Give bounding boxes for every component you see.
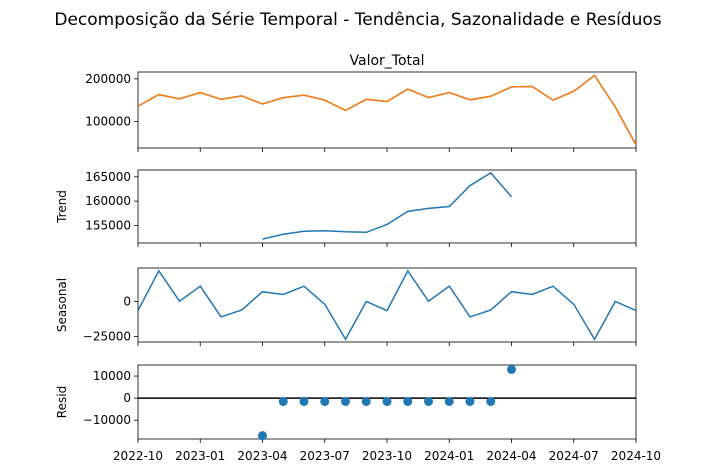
plot-area [138, 74, 636, 146]
panel-trend: 155000 160000 165000 Trend [55, 169, 637, 247]
y-tick-label: 165000 [85, 170, 131, 184]
axes-frame [137, 169, 637, 244]
resid-point [341, 396, 350, 406]
series-line [262, 171, 513, 240]
figure-title: Decomposição da Série Temporal - Tendênc… [54, 10, 661, 30]
panel-observed: 100000 200000 Valor_Total [85, 53, 637, 152]
x-tick-label: 2022-10 [113, 449, 163, 463]
x-tick-label: 2024-07 [549, 449, 599, 463]
y-tick-label: 100000 [85, 115, 131, 129]
resid-point [361, 396, 371, 406]
y-tick-label: 155000 [85, 218, 131, 232]
resid-point [444, 396, 454, 406]
resid-point [507, 364, 516, 374]
y-tick-label: 160000 [85, 194, 131, 208]
y-tick-label: 0 [123, 391, 131, 405]
series-line-underlay [138, 74, 636, 146]
y-tick-label: −25000 [83, 329, 131, 343]
resid-point [258, 431, 267, 441]
resid-point [320, 396, 330, 406]
x-tick-label: 2024-10 [611, 449, 661, 463]
y-tick-label: 200000 [85, 72, 131, 86]
series-line [138, 74, 636, 146]
plot-area [262, 171, 513, 240]
x-tick-label: 2023-07 [300, 449, 350, 463]
y-axis-label: Trend [55, 190, 69, 224]
y-tick-label: 10000 [93, 369, 131, 383]
panel-title: Valor_Total [350, 53, 425, 69]
resid-point [278, 396, 288, 406]
y-tick-label: 0 [123, 295, 131, 309]
x-tick-label: 2024-04 [486, 449, 536, 463]
panel-resid: −10000 0 10000 2022-10 2023-01 2023-04 2023-07… [55, 364, 661, 463]
x-tick-label: 2023-04 [237, 449, 287, 463]
x-tick-label: 2023-10 [362, 449, 412, 463]
x-tick-label: 2023-01 [175, 449, 225, 463]
resid-point [486, 396, 496, 406]
resid-point [382, 396, 392, 406]
x-tick-label: 2024-01 [424, 449, 474, 463]
resid-point [424, 396, 433, 406]
y-tick-label: −10000 [83, 413, 131, 427]
resid-point [403, 396, 413, 406]
y-axis-label: Resid [55, 386, 69, 418]
y-axis-label: Seasonal [55, 278, 69, 332]
plot-area [138, 269, 636, 341]
resid-point [299, 396, 309, 406]
panel-seasonal: −25000 0 Seasonal [55, 267, 637, 346]
axes-frame [137, 71, 637, 149]
series-line [138, 269, 636, 341]
resid-point [465, 396, 475, 406]
subplots: 100000200000Valor_Total15500016000016500… [55, 53, 661, 463]
